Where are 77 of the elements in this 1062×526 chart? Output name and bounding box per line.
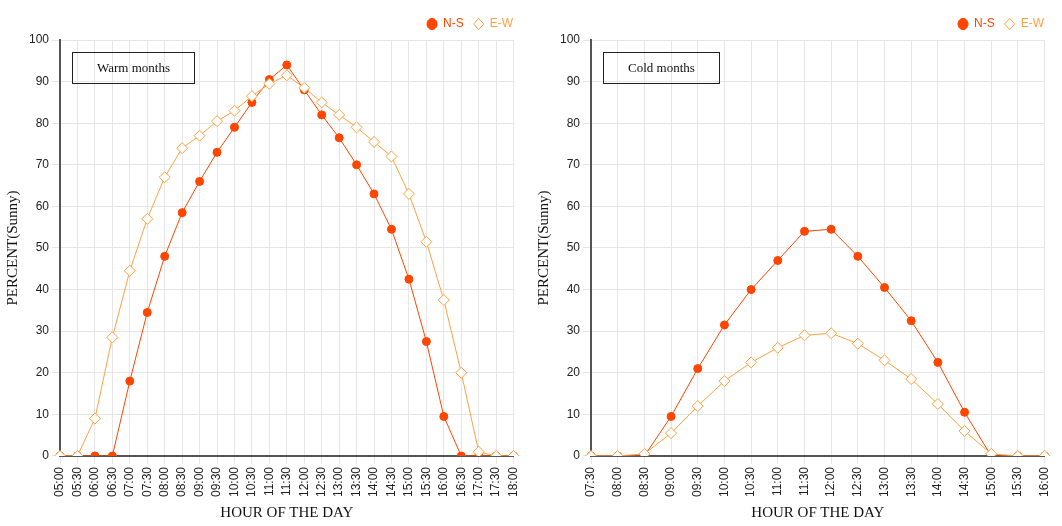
y-tick-label: 70 <box>35 157 50 172</box>
y-tick-label: 100 <box>28 32 50 47</box>
y-tick-label: 0 <box>573 448 581 463</box>
x-tick-label: 05:00 <box>52 466 67 497</box>
x-tick-label: 12:00 <box>296 466 311 497</box>
y-tick-label: 80 <box>566 115 581 130</box>
y-tick-label: 90 <box>35 73 50 88</box>
x-tick-label: 11:30 <box>279 466 294 497</box>
x-tick-label: 13:00 <box>331 466 346 497</box>
legend-label: N-S <box>443 16 464 31</box>
note-frame: Warm months <box>72 52 195 84</box>
x-tick-label: 14:00 <box>930 466 945 497</box>
x-tick-label: 10:30 <box>743 466 758 497</box>
x-tick-label: 17:00 <box>471 466 486 497</box>
x-tick-label: 06:30 <box>104 466 119 497</box>
y-tick-label: 50 <box>566 240 581 255</box>
y-tick-label: 50 <box>35 240 50 255</box>
x-tick-label: 15:00 <box>401 466 416 497</box>
y-tick-label: 10 <box>566 406 581 421</box>
x-tick-label: 12:30 <box>314 466 329 497</box>
y-tick-label: 60 <box>566 198 581 213</box>
y-tick-label: 40 <box>35 281 50 296</box>
x-tick-label: 14:30 <box>956 466 971 497</box>
x-tick-label: 07:00 <box>122 466 137 497</box>
y-tick-label: 60 <box>35 198 50 213</box>
x-tick-label: 11:30 <box>796 466 811 497</box>
x-tick-label: 15:00 <box>983 466 998 497</box>
y-tick-label: 10 <box>35 406 50 421</box>
x-tick-label: 09:00 <box>663 466 678 497</box>
x-tick-label: 07:30 <box>583 466 598 497</box>
y-tick-label: 100 <box>559 32 581 47</box>
x-tick-label: 13:30 <box>903 466 918 497</box>
x-tick-label: 13:00 <box>876 466 891 497</box>
y-tick-label: 90 <box>566 73 581 88</box>
x-tick-label: 15:30 <box>418 466 433 497</box>
note-frame: Cold months <box>603 52 720 84</box>
legend-label: E-W <box>1020 16 1045 31</box>
x-tick-label: 16:00 <box>1036 466 1051 497</box>
x-tick-label: 08:30 <box>636 466 651 497</box>
y-tick-label: 40 <box>566 281 581 296</box>
x-tick-label: 07:30 <box>139 466 154 497</box>
x-tick-label: 16:30 <box>453 466 468 497</box>
y-tick-label: 80 <box>35 115 50 130</box>
legend-label: N-S <box>974 16 995 31</box>
y-axis-title: PERCENT(Sunny) <box>534 190 552 306</box>
y-axis-title: PERCENT(Sunny) <box>3 190 21 306</box>
y-tick-label: 20 <box>566 365 581 380</box>
x-tick-label: 08:00 <box>610 466 625 497</box>
x-axis-title: HOUR OF THE DAY <box>220 503 354 520</box>
x-tick-label: 12:30 <box>850 466 865 497</box>
y-tick-label: 30 <box>566 323 581 338</box>
x-tick-label: 13:30 <box>348 466 363 497</box>
y-tick-label: 70 <box>566 157 581 172</box>
x-tick-label: 10:30 <box>244 466 259 497</box>
x-tick-label: 10:00 <box>226 466 241 497</box>
legend-label: E-W <box>489 16 514 31</box>
x-tick-label: 10:00 <box>716 466 731 497</box>
x-tick-label: 17:30 <box>488 466 503 497</box>
x-tick-label: 08:30 <box>174 466 189 497</box>
x-tick-label: 16:00 <box>436 466 451 497</box>
y-tick-label: 20 <box>35 365 50 380</box>
x-axis-title: HOUR OF THE DAY <box>751 503 885 520</box>
x-tick-label: 12:00 <box>823 466 838 497</box>
x-tick-label: 18:00 <box>505 466 520 497</box>
y-tick-label: 0 <box>42 448 50 463</box>
x-tick-label: 09:30 <box>690 466 705 497</box>
x-tick-label: 14:30 <box>383 466 398 497</box>
x-tick-label: 11:00 <box>770 466 785 497</box>
y-tick-label: 30 <box>35 323 50 338</box>
x-tick-label: 09:00 <box>191 466 206 497</box>
x-tick-label: 14:00 <box>366 466 381 497</box>
x-tick-label: 15:30 <box>1010 466 1025 497</box>
x-tick-label: 09:30 <box>209 466 224 497</box>
x-tick-label: 08:00 <box>157 466 172 497</box>
x-tick-label: 06:00 <box>87 466 102 497</box>
x-tick-label: 11:00 <box>261 466 276 497</box>
x-tick-label: 05:30 <box>69 466 84 497</box>
